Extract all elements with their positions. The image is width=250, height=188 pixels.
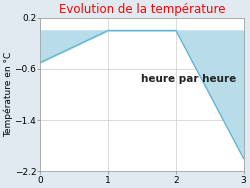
Title: Evolution de la température: Evolution de la température	[59, 3, 225, 17]
Text: heure par heure: heure par heure	[141, 74, 236, 84]
Y-axis label: Température en °C: Température en °C	[4, 52, 13, 137]
